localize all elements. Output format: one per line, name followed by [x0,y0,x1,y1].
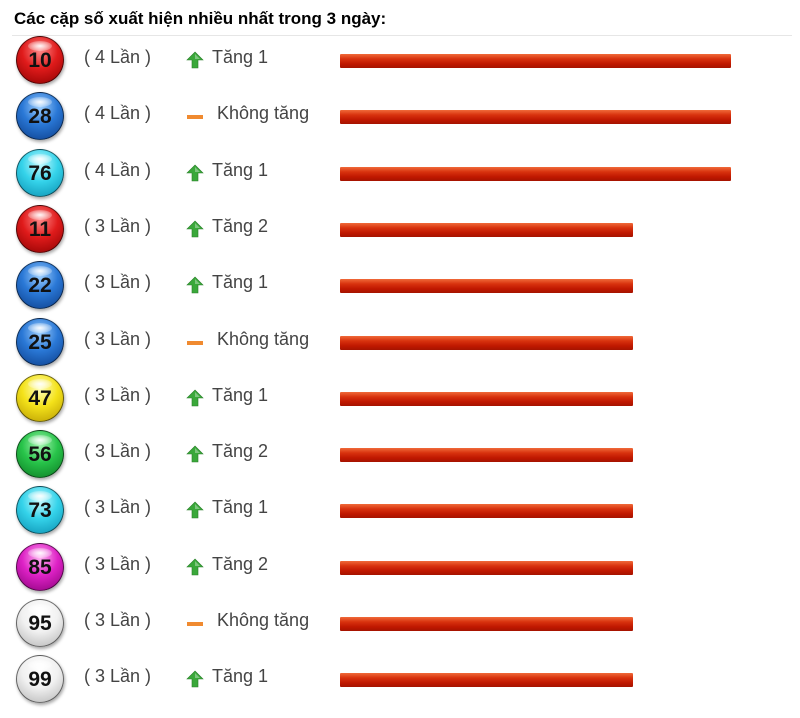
number-ball: 10 [16,36,64,84]
count-label: ( 3 Lần ) [84,216,152,236]
count-label: ( 4 Lần ) [84,47,152,67]
ball-number: 76 [28,162,52,185]
dash-icon [187,341,203,345]
trend-label: Tăng 2 [212,216,269,236]
list-item: 99 ( 3 Lần ) Tăng 1 [0,653,800,709]
count-label: ( 3 Lần ) [84,497,152,517]
arrow-up-icon [186,220,204,238]
count-label: ( 3 Lần ) [84,329,152,349]
list-item: 25 ( 3 Lần ) Không tăng [0,316,800,372]
number-ball: 28 [16,92,64,140]
trend-label: Tăng 1 [212,497,269,517]
number-ball: 56 [16,430,64,478]
arrow-up-icon [186,445,204,463]
list-item: 85 ( 3 Lần ) Tăng 2 [0,541,800,597]
count-label: ( 3 Lần ) [84,385,152,405]
count-label: ( 3 Lần ) [84,441,152,461]
ball-number: 28 [28,105,52,128]
number-ball: 25 [16,318,64,366]
frequency-bar [340,336,633,350]
arrow-up-icon [186,276,204,294]
ball-number: 10 [28,49,52,72]
frequency-bar [340,279,633,293]
ball-number: 47 [28,387,52,410]
trend-label: Tăng 2 [212,554,269,574]
frequency-bar [340,504,633,518]
frequency-bar [340,673,633,687]
ball-number: 73 [28,499,52,522]
list-item: 10 ( 4 Lần ) Tăng 1 [0,34,800,90]
trend-label: Không tăng [217,103,310,123]
ball-number: 85 [28,556,52,579]
ball-number: 11 [28,218,52,241]
list-item: 73 ( 3 Lần ) Tăng 1 [0,484,800,540]
arrow-up-icon [186,558,204,576]
list-item: 22 ( 3 Lần ) Tăng 1 [0,259,800,315]
arrow-up-icon [186,501,204,519]
ball-number: 25 [28,331,52,354]
list-item: 28 ( 4 Lần ) Không tăng [0,90,800,146]
trend-label: Tăng 1 [212,666,269,686]
count-label: ( 4 Lần ) [84,160,152,180]
trend-label: Tăng 2 [212,441,269,461]
dash-icon [187,622,203,626]
frequency-bar [340,448,633,462]
number-ball: 76 [16,149,64,197]
list-item: 11 ( 3 Lần ) Tăng 2 [0,203,800,259]
count-label: ( 3 Lần ) [84,272,152,292]
number-ball: 11 [16,205,64,253]
frequency-bar [340,110,731,124]
ball-number: 56 [28,443,52,466]
trend-label: Không tăng [217,610,310,630]
frequency-bar [340,561,633,575]
trend-label: Tăng 1 [212,47,269,67]
list-item: 95 ( 3 Lần ) Không tăng [0,597,800,653]
arrow-up-icon [186,51,204,69]
count-label: ( 3 Lần ) [84,554,152,574]
dash-icon [187,115,203,119]
frequency-bar [340,223,633,237]
number-ball: 99 [16,655,64,703]
title-divider [12,35,792,36]
list-item: 56 ( 3 Lần ) Tăng 2 [0,428,800,484]
list-item: 47 ( 3 Lần ) Tăng 1 [0,372,800,428]
arrow-up-icon [186,164,204,182]
arrow-up-icon [186,670,204,688]
number-ball: 47 [16,374,64,422]
count-label: ( 3 Lần ) [84,666,152,686]
ball-number: 99 [28,668,52,691]
frequency-bar [340,392,633,406]
number-ball: 95 [16,599,64,647]
number-ball: 22 [16,261,64,309]
frequency-bar [340,54,731,68]
frequency-bar [340,617,633,631]
trend-label: Tăng 1 [212,272,269,292]
ball-number: 95 [28,612,52,635]
trend-label: Không tăng [217,329,310,349]
ball-number: 22 [28,274,52,297]
number-ball: 85 [16,543,64,591]
count-label: ( 3 Lần ) [84,610,152,630]
list-item: 76 ( 4 Lần ) Tăng 1 [0,147,800,203]
frequency-bar [340,167,731,181]
count-label: ( 4 Lần ) [84,103,152,123]
trend-label: Tăng 1 [212,385,269,405]
trend-label: Tăng 1 [212,160,269,180]
page-title: Các cặp số xuất hiện nhiều nhất trong 3 … [14,9,387,28]
arrow-up-icon [186,389,204,407]
number-ball: 73 [16,486,64,534]
